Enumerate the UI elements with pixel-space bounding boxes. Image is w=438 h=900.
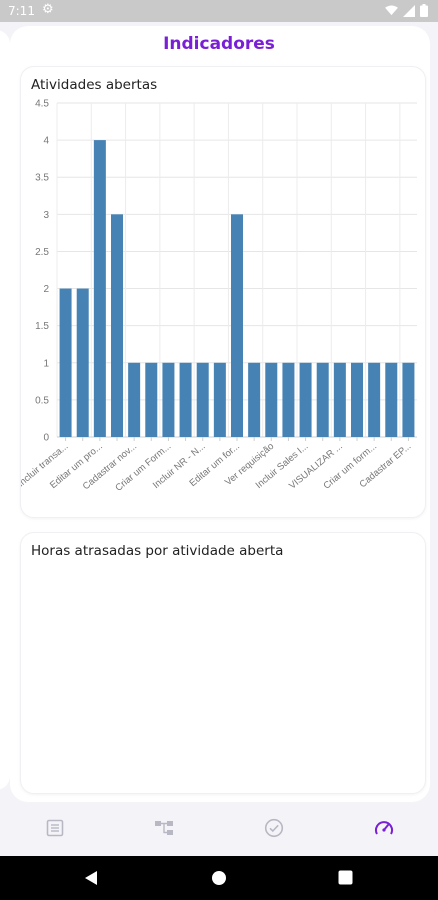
nav-hierarchy-button[interactable] — [152, 816, 176, 840]
hierarchy-icon — [155, 821, 173, 835]
recents-icon[interactable] — [338, 870, 353, 885]
bar[interactable] — [351, 362, 363, 437]
chart-title: Atividades abertas — [31, 77, 158, 93]
bar[interactable] — [385, 362, 398, 437]
bar[interactable] — [231, 214, 243, 437]
bar[interactable] — [128, 362, 141, 437]
bar[interactable] — [248, 362, 261, 437]
android-navigation-bar — [0, 856, 438, 900]
page-title: Indicadores — [163, 34, 275, 54]
y-tick-label: 3 — [43, 210, 49, 221]
bottom-navigation — [0, 806, 438, 850]
status-bar: 7:11 ⚙ — [0, 0, 438, 22]
bar[interactable] — [59, 288, 72, 437]
bar[interactable] — [316, 362, 329, 437]
home-icon[interactable] — [211, 870, 227, 886]
chart-title: Horas atrasadas por atividade aberta — [31, 543, 284, 559]
bar[interactable] — [368, 362, 381, 437]
bar[interactable] — [76, 288, 89, 437]
gauge-icon — [375, 821, 393, 835]
list-icon — [46, 819, 64, 837]
nav-check-button[interactable] — [262, 816, 286, 840]
bar[interactable] — [93, 140, 106, 437]
y-tick-label: 2.5 — [35, 247, 49, 258]
status-icons — [385, 4, 428, 17]
wifi-icon — [385, 5, 398, 16]
bar[interactable] — [333, 362, 346, 437]
signal-icon — [403, 4, 415, 17]
y-tick-label: 0 — [43, 433, 49, 444]
y-tick-label: 4 — [43, 136, 49, 147]
bar[interactable] — [265, 362, 278, 437]
battery-icon — [420, 4, 428, 17]
bar[interactable] — [145, 362, 158, 437]
nav-dashboard-button[interactable] — [372, 816, 396, 840]
y-tick-label: 4.5 — [35, 99, 49, 110]
bar[interactable] — [402, 362, 415, 437]
bar[interactable] — [299, 362, 312, 437]
settings-gear-icon: ⚙ — [42, 2, 54, 17]
y-tick-label: 1 — [43, 358, 49, 369]
open-activities-chart-card: Atividades abertas 0 0.5 1 1.5 2 2.5 3 3.5 4 4.5 … — [20, 66, 426, 518]
y-tick-label: 3.5 — [35, 173, 49, 184]
bar[interactable] — [179, 362, 192, 437]
status-time: 7:11 — [8, 4, 35, 18]
bar[interactable] — [162, 362, 175, 437]
open-activities-bar-chart: 00.511.522.533.544.5 Incluir transa...Ed… — [21, 99, 417, 494]
bar[interactable] — [111, 214, 123, 437]
overdue-hours-chart-card: Horas atrasadas por atividade aberta — [20, 532, 426, 794]
y-tick-label: 1.5 — [35, 321, 49, 332]
back-icon[interactable] — [84, 870, 98, 886]
y-tick-label: 0.5 — [35, 395, 49, 406]
previous-page-card — [0, 30, 10, 790]
bar[interactable] — [282, 362, 295, 437]
nav-list-button[interactable] — [43, 816, 67, 840]
check-circle-icon — [264, 818, 284, 838]
y-tick-label: 2 — [43, 284, 49, 295]
bar[interactable] — [213, 362, 226, 437]
bar[interactable] — [196, 362, 209, 437]
